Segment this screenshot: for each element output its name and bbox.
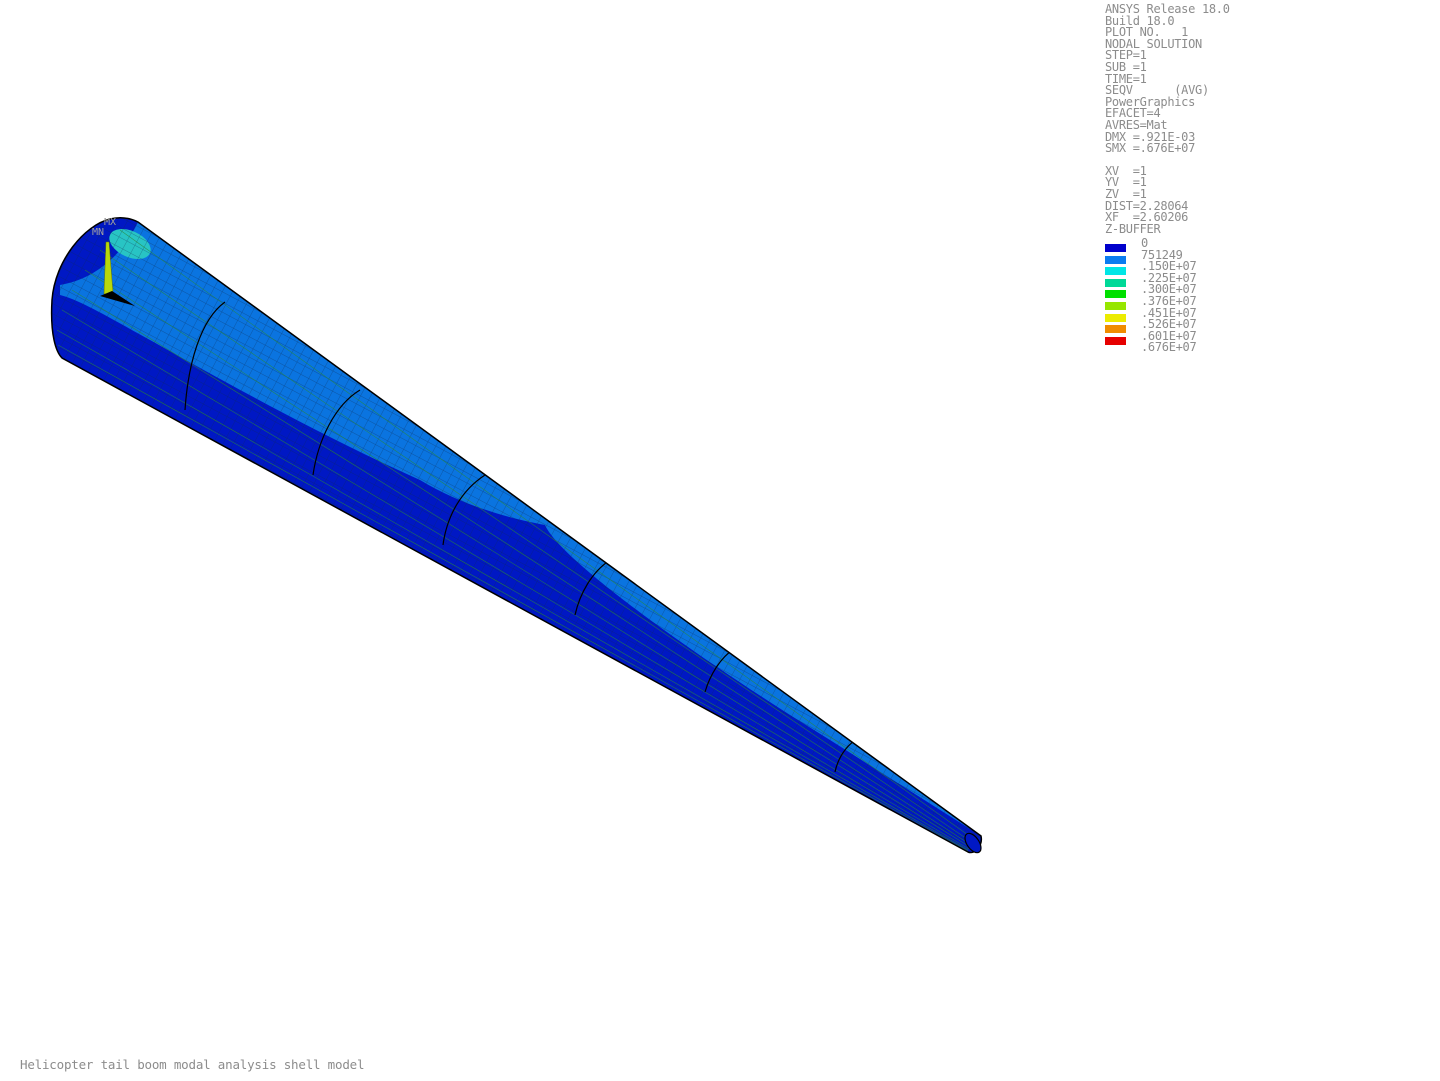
legend-value: .300E+07 <box>1141 282 1197 297</box>
info-step: STEP=1 <box>1105 48 1147 63</box>
legend-row: .601E+07 <box>1105 328 1305 345</box>
info-smx: SMX =.676E+07 <box>1105 141 1196 156</box>
legend-swatch <box>1105 325 1126 334</box>
info-zbuffer: Z-BUFFER <box>1105 221 1161 236</box>
legend-swatch <box>1105 267 1126 276</box>
info-build: Build 18.0 <box>1105 13 1175 28</box>
info-zv: ZV =1 <box>1105 186 1147 201</box>
legend-row: .225E+07 <box>1105 270 1305 287</box>
legend-swatch <box>1105 278 1126 287</box>
info-dmx: DMX =.921E-03 <box>1105 129 1196 144</box>
legend-row: .150E+07 <box>1105 259 1305 276</box>
legend-value: 751249 <box>1141 247 1183 262</box>
legend-value-max: .676E+07 <box>1141 340 1197 355</box>
info-xv: XV =1 <box>1105 163 1147 178</box>
info-sub: SUB =1 <box>1105 59 1147 74</box>
info-efacet: EFACET=4 <box>1105 106 1161 121</box>
legend-swatch <box>1105 244 1126 252</box>
legend-row: 0 <box>1105 236 1305 252</box>
info-seqv: SEQV (AVG) <box>1105 83 1209 98</box>
min-marker-label: MN <box>92 227 105 238</box>
info-plot-no: PLOT NO. 1 <box>1105 25 1189 40</box>
info-yv: YV =1 <box>1105 175 1147 190</box>
boom-tip-cap <box>964 832 982 854</box>
info-time: TIME=1 <box>1105 71 1147 86</box>
legend-value: .601E+07 <box>1141 328 1197 343</box>
legend-value: .225E+07 <box>1141 270 1197 285</box>
legend-row: .676E+07 <box>1105 342 1305 354</box>
legend-swatch <box>1105 336 1126 345</box>
info-solution-type: NODAL SOLUTION <box>1105 36 1202 51</box>
contour-legend: 0 751249 .150E+07 .225E+07 .300E+07 .376… <box>1105 236 1305 354</box>
legend-row: 751249 <box>1105 247 1305 264</box>
legend-row: .451E+07 <box>1105 305 1305 322</box>
info-powergraphics: PowerGraphics <box>1105 94 1196 109</box>
max-marker-label: MX <box>104 217 117 228</box>
legend-row: .376E+07 <box>1105 293 1305 310</box>
info-avres: AVRES=Mat <box>1105 117 1168 132</box>
legend-value: .526E+07 <box>1141 317 1197 332</box>
legend-value: .451E+07 <box>1141 305 1197 320</box>
plot-title: Helicopter tail boom modal analysis shel… <box>20 1057 365 1072</box>
legend-swatch <box>1105 255 1126 264</box>
legend-swatch <box>1105 301 1126 310</box>
info-xf: XF =2.60206 <box>1105 210 1189 225</box>
legend-value: .150E+07 <box>1141 259 1197 274</box>
tail-boom-outline <box>50 217 983 854</box>
legend-value: 0 <box>1141 236 1148 250</box>
legend-row: .526E+07 <box>1105 317 1305 334</box>
legend-swatch <box>1105 290 1126 299</box>
plot-info-panel: ANSYS Release 18.0 Build 18.0 PLOT NO. 1… <box>1105 2 1305 236</box>
legend-swatch <box>1105 313 1126 322</box>
info-dist: DIST=2.28064 <box>1105 198 1189 213</box>
coordinate-triad-icon <box>100 241 135 306</box>
info-release: ANSYS Release 18.0 <box>1105 2 1230 16</box>
legend-value: .376E+07 <box>1141 293 1197 308</box>
legend-row: .300E+07 <box>1105 282 1305 299</box>
